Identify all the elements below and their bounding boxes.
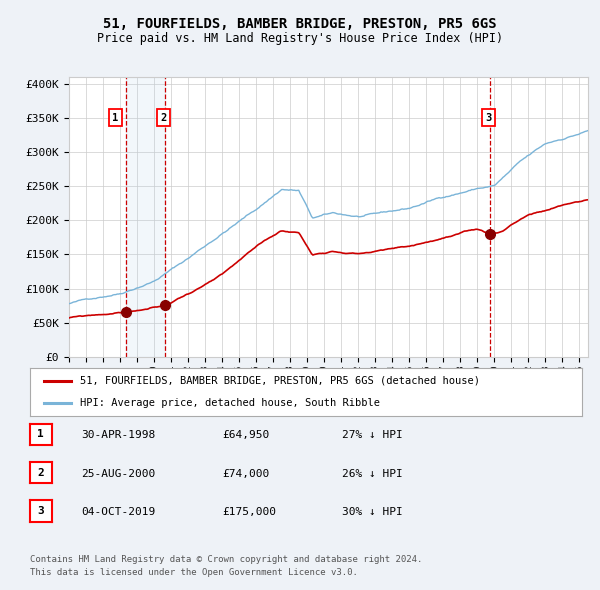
Text: 30% ↓ HPI: 30% ↓ HPI [342,507,403,517]
Text: 04-OCT-2019: 04-OCT-2019 [81,507,155,517]
Text: 2: 2 [160,113,167,123]
Text: Contains HM Land Registry data © Crown copyright and database right 2024.: Contains HM Land Registry data © Crown c… [30,555,422,563]
Text: 3: 3 [37,506,44,516]
Text: This data is licensed under the Open Government Licence v3.0.: This data is licensed under the Open Gov… [30,568,358,576]
Text: 26% ↓ HPI: 26% ↓ HPI [342,469,403,478]
Text: Price paid vs. HM Land Registry's House Price Index (HPI): Price paid vs. HM Land Registry's House … [97,32,503,45]
Text: HPI: Average price, detached house, South Ribble: HPI: Average price, detached house, Sout… [80,398,380,408]
Text: 51, FOURFIELDS, BAMBER BRIDGE, PRESTON, PR5 6GS: 51, FOURFIELDS, BAMBER BRIDGE, PRESTON, … [103,17,497,31]
Text: 3: 3 [485,113,491,123]
Text: £74,000: £74,000 [222,469,269,478]
Text: 30-APR-1998: 30-APR-1998 [81,431,155,440]
Bar [125,77,165,357]
Text: 27% ↓ HPI: 27% ↓ HPI [342,431,403,440]
Text: £64,950: £64,950 [222,431,269,440]
Text: £175,000: £175,000 [222,507,276,517]
Text: 51, FOURFIELDS, BAMBER BRIDGE, PRESTON, PR5 6GS (detached house): 51, FOURFIELDS, BAMBER BRIDGE, PRESTON, … [80,376,479,386]
Text: 1: 1 [112,113,119,123]
Text: 1: 1 [37,430,44,439]
Text: 2: 2 [37,468,44,477]
Text: 25-AUG-2000: 25-AUG-2000 [81,469,155,478]
